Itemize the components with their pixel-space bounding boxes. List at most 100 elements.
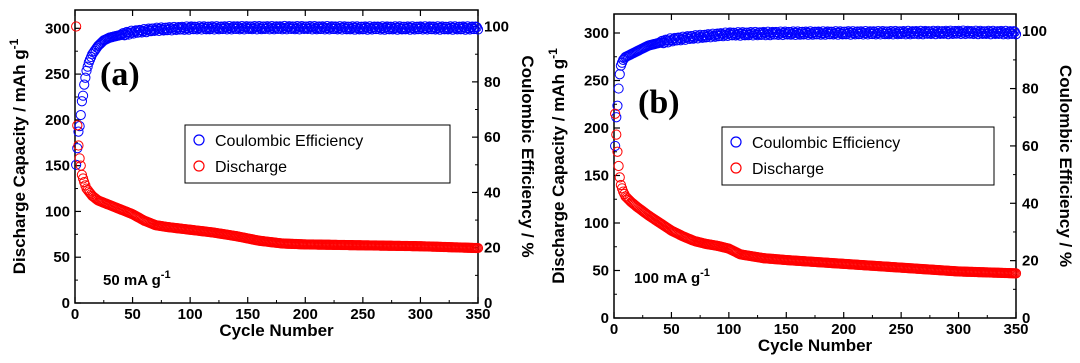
- data-point: [77, 90, 89, 101]
- legend: Coulombic Efficiency Discharge: [721, 126, 995, 186]
- legend: Coulombic Efficiency Discharge: [184, 124, 451, 184]
- y-right-axis-title: Coulombic Efficiency / %: [1056, 65, 1075, 267]
- y-left-tick-label: 100: [45, 203, 70, 220]
- data-point: [72, 120, 83, 131]
- panel-label: (b): [638, 84, 680, 121]
- data-point: [79, 79, 90, 90]
- y-right-tick-label: 40: [1022, 195, 1039, 212]
- y-right-tick-label: 20: [1022, 253, 1039, 270]
- y-left-tick-label: 150: [584, 168, 609, 185]
- data-point: [1005, 26, 1016, 37]
- data-point: [71, 159, 82, 170]
- legend-box: [184, 124, 451, 184]
- y-right-tick-label: 40: [484, 184, 501, 201]
- data-point: [612, 100, 623, 111]
- legend-marker: [193, 160, 205, 172]
- x-tick-label: 0: [610, 321, 618, 338]
- x-tick-label: 100: [716, 321, 741, 338]
- data-point: [472, 24, 484, 35]
- legend-marker: [730, 162, 742, 174]
- x-tick-label: 300: [408, 306, 433, 323]
- data-point: [73, 140, 84, 151]
- data-point: [614, 172, 625, 183]
- data-point: [82, 61, 93, 72]
- data-point: [618, 186, 629, 197]
- legend-label: Coulombic Efficiency: [752, 135, 900, 152]
- x-tick-label: 250: [889, 321, 914, 338]
- data-point: [1007, 28, 1018, 39]
- y-left-tick-label: 200: [45, 112, 70, 129]
- data-point: [613, 83, 624, 94]
- x-tick-label: 150: [774, 321, 799, 338]
- x-tick-label: 50: [663, 321, 680, 338]
- series-discharge: [71, 21, 484, 254]
- data-point: [701, 31, 713, 42]
- data-point: [610, 140, 621, 152]
- data-point: [73, 126, 84, 137]
- y-left-tick-label: 100: [584, 215, 609, 232]
- data-point: [689, 32, 700, 43]
- y-left-tick-label: 0: [601, 310, 609, 327]
- x-tick-label: 300: [946, 321, 971, 338]
- x-tick-label: 350: [465, 306, 490, 323]
- data-point: [1008, 26, 1019, 37]
- data-point: [613, 160, 624, 172]
- data-point: [464, 24, 476, 35]
- data-point: [1010, 29, 1022, 40]
- chart-panel-a: 0 50 100 150 200 250 300 3500501001502002503000…: [7, 9, 537, 340]
- data-point: [612, 146, 623, 157]
- y-left-tick-label: 300: [45, 20, 70, 37]
- x-axis-title: Cycle Number: [758, 336, 873, 355]
- legend-label: Coulombic Efficiency: [215, 133, 363, 150]
- data-point: [467, 21, 478, 32]
- legend-box: [721, 126, 995, 186]
- rate-annotation: 100 mA g-1: [634, 267, 710, 287]
- x-tick-label: 100: [178, 306, 203, 323]
- legend-label: Discharge: [215, 159, 287, 176]
- x-tick-label: 250: [350, 306, 375, 323]
- y-right-tick-label: 80: [484, 74, 501, 91]
- data-point: [470, 21, 481, 32]
- data-point: [1010, 268, 1022, 279]
- data-point: [611, 129, 622, 140]
- y-left-tick-label: 0: [62, 295, 70, 312]
- legend-marker: [730, 136, 742, 148]
- panel-label: (a): [100, 56, 140, 93]
- data-point: [614, 69, 625, 80]
- rate-annotation: 50 mA g-1: [103, 269, 171, 289]
- y-left-tick-label: 200: [584, 120, 609, 137]
- series-coulombic-efficiency: [71, 20, 484, 170]
- x-tick-label: 200: [293, 306, 318, 323]
- data-point: [74, 153, 85, 164]
- x-tick-label: 0: [71, 306, 79, 323]
- x-axis-title: Cycle Number: [219, 321, 334, 340]
- y-right-tick-label: 0: [484, 295, 492, 312]
- y-right-tick-label: 0: [1022, 310, 1030, 327]
- legend-label: Discharge: [752, 161, 824, 178]
- y-left-axis-title: Discharge Capacity / mAh g-1: [546, 48, 568, 284]
- data-point: [469, 23, 480, 35]
- chart-panel-b: 0 50 100 150 200 250 300 3500501001502002503000…: [546, 13, 1075, 355]
- y-right-tick-label: 20: [484, 240, 501, 257]
- x-tick-label: 200: [831, 321, 856, 338]
- y-left-tick-label: 50: [592, 263, 609, 280]
- data-point: [610, 108, 621, 119]
- data-point: [1002, 29, 1014, 40]
- x-tick-label: 50: [124, 306, 141, 323]
- data-point: [76, 96, 88, 107]
- y-left-tick-label: 250: [584, 73, 609, 90]
- y-left-axis-title: Discharge Capacity / mAh g-1: [7, 38, 29, 274]
- data-point: [471, 22, 482, 33]
- y-right-tick-label: 100: [1022, 23, 1047, 40]
- data-point: [80, 72, 91, 83]
- y-right-tick-label: 80: [1022, 81, 1039, 98]
- data-point: [472, 242, 484, 254]
- y-right-tick-label: 100: [484, 19, 509, 36]
- x-tick-label: 150: [235, 306, 260, 323]
- legend-marker: [193, 134, 205, 146]
- x-tick-label: 350: [1003, 321, 1028, 338]
- data-point: [75, 109, 86, 121]
- y-left-tick-label: 300: [584, 25, 609, 42]
- y-right-axis-title: Coulombic Efficiency / %: [518, 55, 537, 257]
